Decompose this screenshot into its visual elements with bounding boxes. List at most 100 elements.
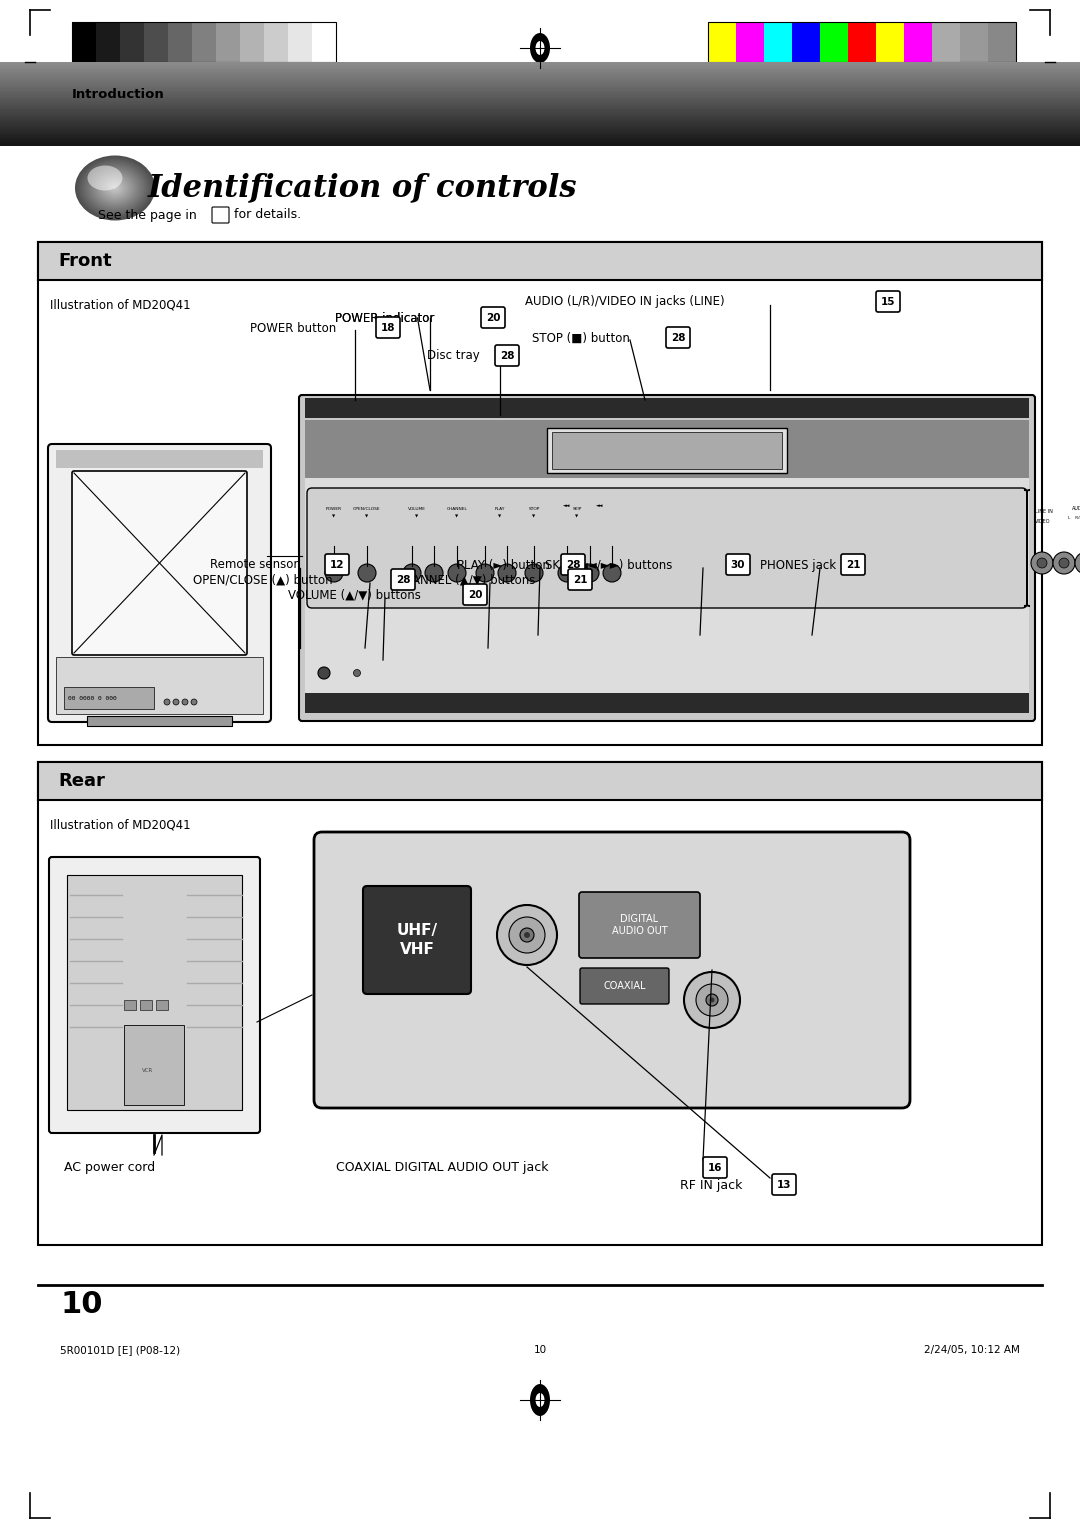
Bar (0, 119, 1080, 121)
Circle shape (325, 564, 343, 582)
FancyBboxPatch shape (841, 555, 865, 575)
Ellipse shape (111, 185, 119, 191)
Text: PLAY: PLAY (495, 507, 505, 510)
Text: 28: 28 (566, 559, 580, 570)
Text: ▼: ▼ (416, 515, 419, 520)
Bar (72, 21, 96, 63)
Ellipse shape (87, 165, 143, 211)
Ellipse shape (94, 171, 136, 205)
Bar (0, 99, 1080, 102)
Text: ◄◄: ◄◄ (596, 503, 604, 507)
Bar (0, 115, 1080, 118)
Bar (932, 21, 960, 63)
Ellipse shape (113, 186, 117, 189)
Ellipse shape (103, 179, 127, 197)
Bar (124, 1025, 184, 1105)
Circle shape (706, 995, 718, 1005)
Circle shape (353, 669, 361, 677)
FancyBboxPatch shape (48, 445, 271, 723)
Text: POWER button: POWER button (249, 321, 336, 335)
Text: 28: 28 (671, 333, 685, 342)
Bar (0, 104, 1080, 105)
Bar (0, 87, 1080, 89)
Bar (735, 21, 764, 63)
Bar (0, 70, 1080, 73)
Ellipse shape (112, 186, 118, 189)
FancyBboxPatch shape (703, 1157, 727, 1178)
Ellipse shape (105, 179, 125, 197)
Ellipse shape (80, 160, 150, 215)
Bar (0, 107, 1080, 110)
Circle shape (357, 564, 376, 582)
Bar (0, 122, 1080, 125)
FancyBboxPatch shape (299, 396, 1035, 721)
Ellipse shape (87, 165, 122, 191)
FancyBboxPatch shape (666, 327, 690, 348)
Bar (120, 21, 144, 63)
FancyBboxPatch shape (391, 568, 415, 590)
Bar (0, 96, 1080, 99)
Ellipse shape (108, 182, 122, 194)
Bar (764, 21, 792, 63)
Text: 00 0000 0 000: 00 0000 0 000 (68, 695, 117, 700)
Circle shape (710, 998, 715, 1002)
Bar (140, 999, 152, 1010)
Text: Illustration of MD20Q41: Illustration of MD20Q41 (50, 298, 191, 312)
Bar (0, 130, 1080, 131)
Bar (0, 122, 1080, 124)
FancyBboxPatch shape (72, 471, 247, 656)
Text: See the page in: See the page in (98, 208, 197, 222)
Text: POWER indicator: POWER indicator (335, 312, 434, 324)
Bar (0, 108, 1080, 112)
Text: Introduction: Introduction (72, 89, 165, 101)
Bar (87, 717, 232, 726)
Bar (0, 141, 1080, 144)
Bar (305, 397, 1029, 419)
Ellipse shape (77, 156, 153, 220)
FancyBboxPatch shape (876, 290, 900, 312)
Text: VOLUME: VOLUME (408, 507, 426, 510)
Bar (38, 241, 1042, 280)
Circle shape (519, 927, 534, 941)
Bar (0, 131, 1080, 133)
Circle shape (1053, 552, 1075, 575)
Ellipse shape (90, 168, 140, 209)
FancyBboxPatch shape (363, 886, 471, 995)
Text: 16: 16 (707, 1163, 723, 1174)
Circle shape (183, 698, 188, 704)
Bar (144, 21, 168, 63)
Bar (0, 121, 1080, 122)
Bar (0, 142, 1080, 145)
Ellipse shape (530, 34, 550, 63)
Bar (0, 95, 1080, 98)
Ellipse shape (78, 157, 152, 219)
FancyBboxPatch shape (307, 487, 1027, 608)
Text: CHANNEL: CHANNEL (446, 507, 468, 510)
Bar (988, 21, 1016, 63)
Bar (0, 67, 1080, 70)
Circle shape (525, 564, 543, 582)
Ellipse shape (75, 156, 156, 220)
Bar (792, 21, 820, 63)
Text: for details.: for details. (234, 208, 301, 222)
Text: 21: 21 (572, 575, 588, 585)
FancyBboxPatch shape (481, 307, 505, 329)
Bar (38, 762, 1042, 801)
Ellipse shape (99, 176, 131, 202)
Bar (0, 136, 1080, 139)
Bar (0, 81, 1080, 84)
Text: ◄◄: ◄◄ (564, 503, 570, 507)
Text: AC power cord: AC power cord (64, 1161, 156, 1175)
Bar (67, 876, 242, 1109)
Circle shape (509, 917, 545, 953)
Bar (96, 21, 120, 63)
Text: COAXIAL: COAXIAL (604, 981, 646, 992)
Bar (0, 133, 1080, 134)
Text: Remote sensor: Remote sensor (210, 559, 298, 571)
Bar (0, 125, 1080, 128)
Text: SKIP: SKIP (572, 507, 582, 510)
Text: 30: 30 (731, 559, 745, 570)
Ellipse shape (96, 173, 134, 203)
FancyBboxPatch shape (568, 568, 592, 590)
Ellipse shape (84, 163, 146, 212)
